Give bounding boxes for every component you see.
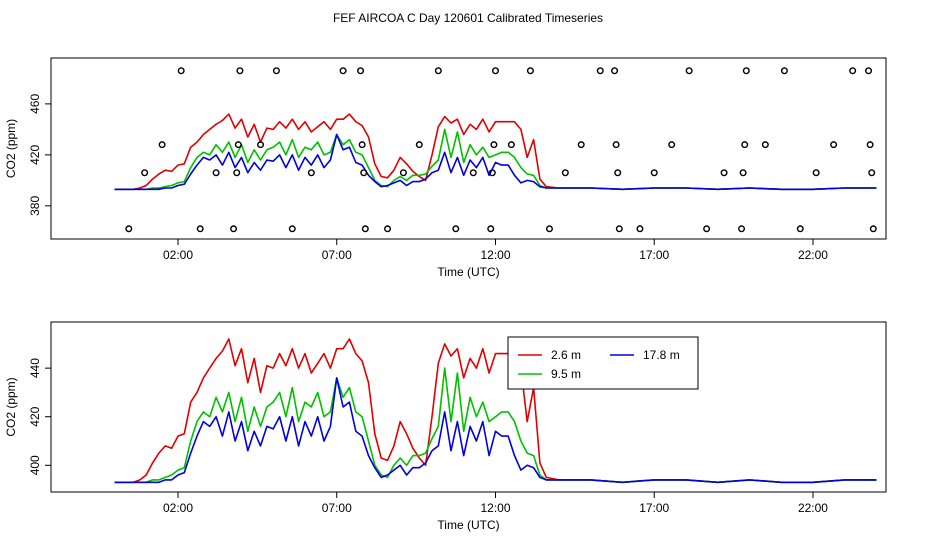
plot-frame [50, 57, 887, 240]
x-tick-label: 07:00 [322, 248, 352, 262]
flag-point [358, 141, 366, 149]
flag-point [596, 67, 604, 75]
flag-point [685, 67, 693, 75]
flag-point [491, 67, 499, 75]
x-axis-label: Time (UTC) [437, 265, 499, 279]
flag-point [288, 225, 296, 233]
flag-point [469, 169, 477, 177]
flag-point [257, 141, 265, 149]
flag-point [668, 141, 676, 149]
y-tick-label: 420 [28, 145, 42, 165]
x-tick-label: 17:00 [639, 248, 669, 262]
x-tick-label: 12:00 [480, 501, 510, 515]
series-line-0 [114, 113, 877, 191]
flag-point [526, 67, 534, 75]
flag-point [125, 225, 133, 233]
flag-point [384, 225, 392, 233]
legend-box [507, 336, 699, 390]
x-tick-label: 07:00 [322, 501, 352, 515]
flag-point [545, 225, 553, 233]
flag-point [869, 225, 877, 233]
flag-point [233, 169, 241, 177]
flag-point [399, 169, 407, 177]
flag-point [177, 67, 185, 75]
flag-point [796, 225, 804, 233]
y-axis-label: CO2 (ppm) [4, 119, 18, 178]
series-line-2 [114, 377, 877, 484]
flag-point [361, 225, 369, 233]
plot-frame [50, 321, 887, 493]
flag-point [812, 169, 820, 177]
flag-point [830, 141, 838, 149]
legend-label: 9.5 m [551, 367, 581, 381]
legend-label: 2.6 m [551, 348, 581, 362]
flag-point [703, 225, 711, 233]
flag-point [868, 169, 876, 177]
flag-point [158, 141, 166, 149]
flag-point [612, 141, 620, 149]
flag-point [196, 225, 204, 233]
flag-point [561, 169, 569, 177]
series-line-1 [114, 367, 877, 484]
flag-point [507, 141, 515, 149]
flag-point [234, 141, 242, 149]
x-axis-label: Time (UTC) [437, 518, 499, 532]
flag-point [614, 169, 622, 177]
y-tick-label: 460 [28, 94, 42, 114]
flag-point [611, 67, 619, 75]
legend-label: 17.8 m [643, 348, 680, 362]
flag-point [307, 169, 315, 177]
flag-point [720, 169, 728, 177]
flag-point [849, 67, 857, 75]
flag-point [650, 169, 658, 177]
y-axis-label: CO2 (ppm) [4, 377, 18, 436]
flag-point [452, 225, 460, 233]
y-tick-label: 440 [28, 358, 42, 378]
x-tick-label: 02:00 [163, 248, 193, 262]
x-tick-label: 22:00 [798, 248, 828, 262]
flag-point [761, 141, 769, 149]
top-panel: 02:00 07:00 12:00 17:00 22:00 380 420 460 Time (… [4, 57, 887, 279]
x-tick-label: 22:00 [798, 501, 828, 515]
x-tick-label: 12:00 [480, 248, 510, 262]
y-tick-label: 420 [28, 406, 42, 426]
series-line-1 [114, 128, 877, 191]
flag-point [488, 169, 496, 177]
flag-point [742, 67, 750, 75]
bottom-panel: 02:00 07:00 12:00 17:00 22:00 400 420 440 Time (… [4, 321, 887, 532]
flag-point [615, 225, 623, 233]
flag-point [236, 67, 244, 75]
flag-point [272, 67, 280, 75]
y-tick-label: 380 [28, 196, 42, 216]
flag-point [636, 225, 644, 233]
flag-point [577, 141, 585, 149]
series-line-0 [114, 338, 877, 484]
flag-point [738, 225, 746, 233]
flag-point [357, 67, 365, 75]
flag-point [487, 225, 495, 233]
flag-point [339, 67, 347, 75]
flag-point [360, 169, 368, 177]
flag-point [780, 67, 788, 75]
flag-point [230, 225, 238, 233]
flag-point [415, 141, 423, 149]
flag-point [490, 141, 498, 149]
flag-point [865, 67, 873, 75]
x-tick-label: 02:00 [163, 501, 193, 515]
flag-point [741, 141, 749, 149]
flag-point [434, 67, 442, 75]
flag-point [212, 169, 220, 177]
flag-point [866, 141, 874, 149]
y-tick-label: 400 [28, 455, 42, 475]
flag-point [739, 169, 747, 177]
chart-title: FEF AIRCOA C Day 120601 Calibrated Times… [333, 11, 603, 25]
flag-point [141, 169, 149, 177]
x-tick-label: 17:00 [639, 501, 669, 515]
